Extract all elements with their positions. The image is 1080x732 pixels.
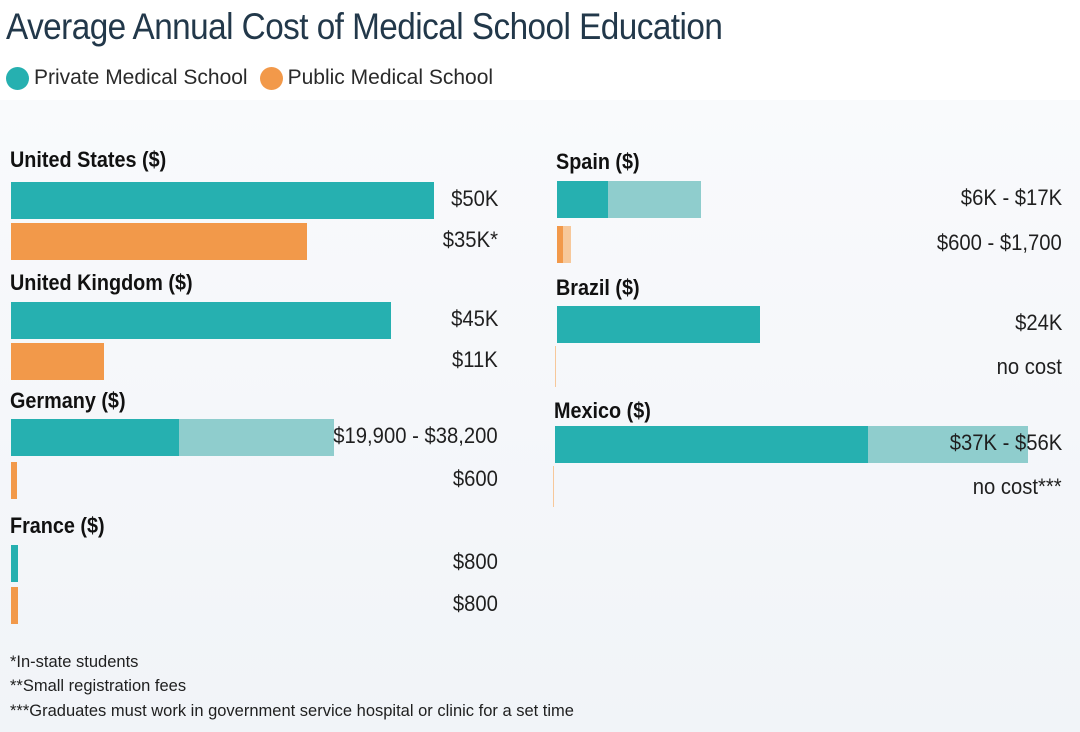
value-label-mexico-private: $37K - $56K bbox=[949, 430, 1062, 455]
legend-swatch-private bbox=[6, 66, 29, 90]
value-label-united-states-private: $50K bbox=[450, 186, 498, 211]
bar-france-private bbox=[11, 545, 18, 582]
value-label-united-kingdom-public: $11K bbox=[452, 347, 498, 372]
bar-mexico-public bbox=[553, 466, 554, 507]
bar-united-states-public bbox=[11, 223, 307, 260]
group-label-united-kingdom: United Kingdom ($) bbox=[10, 270, 193, 295]
value-label-united-kingdom-private: $45K bbox=[450, 306, 498, 331]
bar-united-states-private bbox=[11, 182, 434, 219]
value-label-germany-public: $600 bbox=[452, 466, 498, 491]
bar-united-kingdom-private bbox=[11, 302, 392, 339]
value-label-france-private: $800 bbox=[452, 549, 498, 574]
legend-item-public: Public Medical School bbox=[259, 66, 494, 90]
footnote-1: *In-state students bbox=[10, 653, 139, 671]
group-label-mexico: Mexico ($) bbox=[554, 398, 651, 423]
bar-spain-private bbox=[557, 181, 608, 218]
chart-title: Average Annual Cost of Medical School Ed… bbox=[6, 6, 723, 47]
bar-brazil-public bbox=[555, 346, 556, 387]
bar-range-spain-public bbox=[563, 226, 572, 263]
bar-brazil-private bbox=[557, 306, 760, 343]
legend-label-public: Public Medical School bbox=[287, 66, 494, 89]
bar-united-kingdom-public bbox=[11, 343, 104, 380]
group-label-germany: Germany ($) bbox=[10, 388, 126, 413]
bar-germany-private bbox=[11, 419, 180, 456]
value-label-mexico-public: no cost*** bbox=[973, 474, 1062, 499]
value-label-brazil-private: $24K bbox=[1014, 310, 1062, 335]
legend-item-private: Private Medical School bbox=[6, 66, 248, 90]
value-label-france-public: $800 bbox=[452, 591, 498, 616]
value-label-united-states-public: $35K* bbox=[442, 227, 498, 252]
bar-france-public bbox=[11, 587, 18, 624]
footnote-2: **Small registration fees bbox=[10, 677, 187, 695]
bar-mexico-private bbox=[555, 426, 868, 463]
legend-swatch-public bbox=[259, 66, 283, 90]
value-label-brazil-public: no cost bbox=[996, 354, 1062, 379]
bar-range-germany-private bbox=[179, 419, 334, 456]
legend-label-private: Private Medical School bbox=[34, 66, 248, 89]
bar-range-mexico-private bbox=[867, 426, 1029, 463]
group-label-france: France ($) bbox=[10, 513, 105, 538]
value-label-spain-private: $6K - $17K bbox=[960, 185, 1062, 210]
legend: Private Medical School Public Medical Sc… bbox=[6, 64, 493, 92]
bar-germany-public bbox=[11, 462, 17, 499]
value-label-germany-private: $19,900 - $38,200 bbox=[333, 423, 498, 448]
group-label-brazil: Brazil ($) bbox=[556, 275, 640, 300]
footnote-3: ***Graduates must work in government ser… bbox=[10, 702, 574, 720]
group-label-united-states: United States ($) bbox=[10, 147, 167, 172]
group-label-spain: Spain ($) bbox=[556, 149, 640, 174]
bar-range-spain-private bbox=[607, 181, 701, 218]
value-label-spain-public: $600 - $1,700 bbox=[937, 230, 1062, 255]
bar-spain-public bbox=[557, 226, 563, 263]
